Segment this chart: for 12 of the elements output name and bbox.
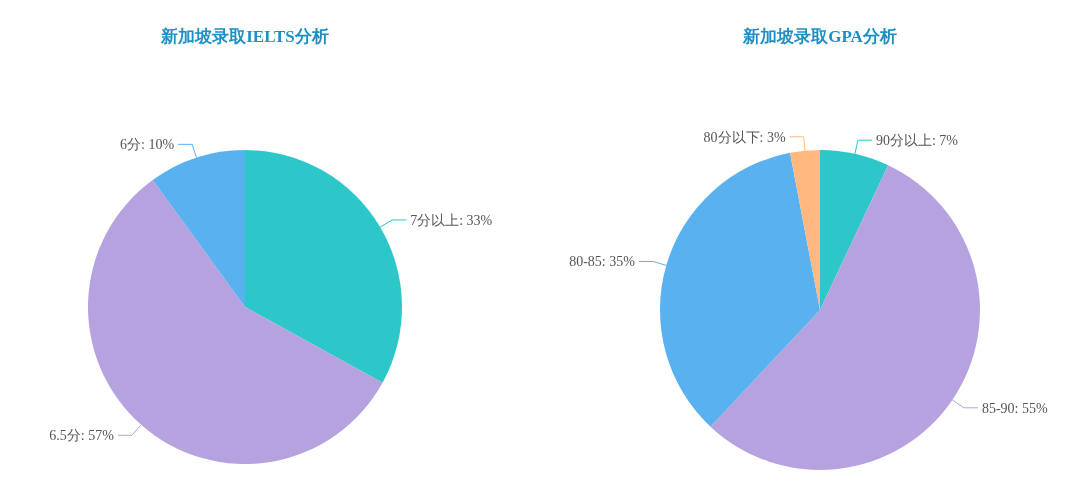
- slice-label: 7分以上: 33%: [410, 212, 493, 228]
- slice-label: 6.5分: 57%: [49, 428, 115, 444]
- slice-label: 80分以下: 3%: [703, 129, 786, 145]
- slice-label: 85-90: 55%: [981, 400, 1048, 416]
- slice-label: 80-85: 35%: [569, 254, 636, 270]
- pie-slice: [245, 150, 402, 383]
- slice-label: 90分以上: 7%: [875, 133, 959, 149]
- chart-title: 新加坡录取GPA分析: [742, 27, 897, 46]
- pie-slice: [88, 179, 383, 464]
- chart-title: 新加坡录取IELTS分析: [160, 27, 329, 46]
- pie-slice: [710, 165, 980, 470]
- slice-label: 6分: 10%: [120, 137, 175, 153]
